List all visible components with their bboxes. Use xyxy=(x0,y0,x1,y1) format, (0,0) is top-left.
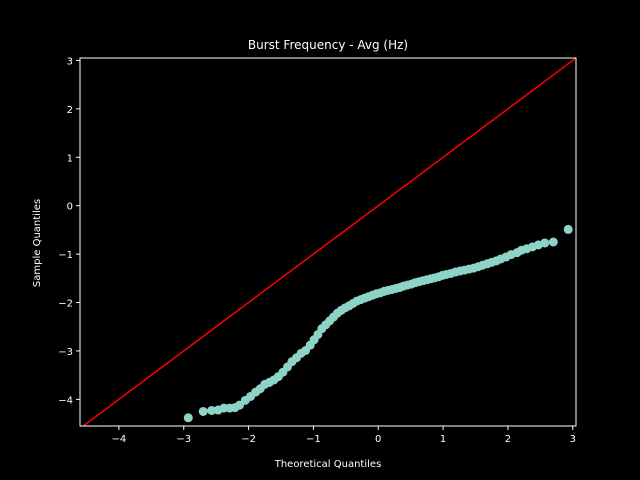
plot-area: −4 −3 −2 −1 0 1 2 3 −4 −3 −2 −1 0 1 2 3 xyxy=(58,56,577,445)
y-tick-label: −1 xyxy=(58,250,73,261)
data-point xyxy=(198,406,208,416)
data-point xyxy=(183,413,193,423)
x-tick-label: −3 xyxy=(176,434,191,445)
y-tick-label: 1 xyxy=(67,153,73,164)
x-tick-label: −4 xyxy=(112,434,127,445)
y-axis-title: Sample Quantiles xyxy=(32,199,43,287)
data-point xyxy=(548,237,558,247)
reference-line xyxy=(81,58,576,426)
y-tick-label: 2 xyxy=(67,105,73,116)
x-tick-label: 3 xyxy=(570,434,576,445)
data-point xyxy=(540,238,550,248)
y-tick-label: 3 xyxy=(67,56,73,67)
y-tick-label: −3 xyxy=(58,347,73,358)
axes-frame xyxy=(79,57,577,427)
x-axis-title: Theoretical Quantiles xyxy=(274,459,382,470)
x-tick-label: −1 xyxy=(306,434,321,445)
y-tick-label: −4 xyxy=(58,395,73,406)
data-point xyxy=(207,406,217,416)
x-tick-label: 2 xyxy=(505,434,511,445)
chart-title: Burst Frequency - Avg (Hz) xyxy=(248,38,408,52)
x-tick-label: −2 xyxy=(241,434,256,445)
x-tick-label: 1 xyxy=(440,434,446,445)
y-tick-label: 0 xyxy=(67,202,73,213)
x-tick-label: 0 xyxy=(375,434,381,445)
y-tick-label: −2 xyxy=(58,299,73,310)
data-point xyxy=(563,224,573,234)
